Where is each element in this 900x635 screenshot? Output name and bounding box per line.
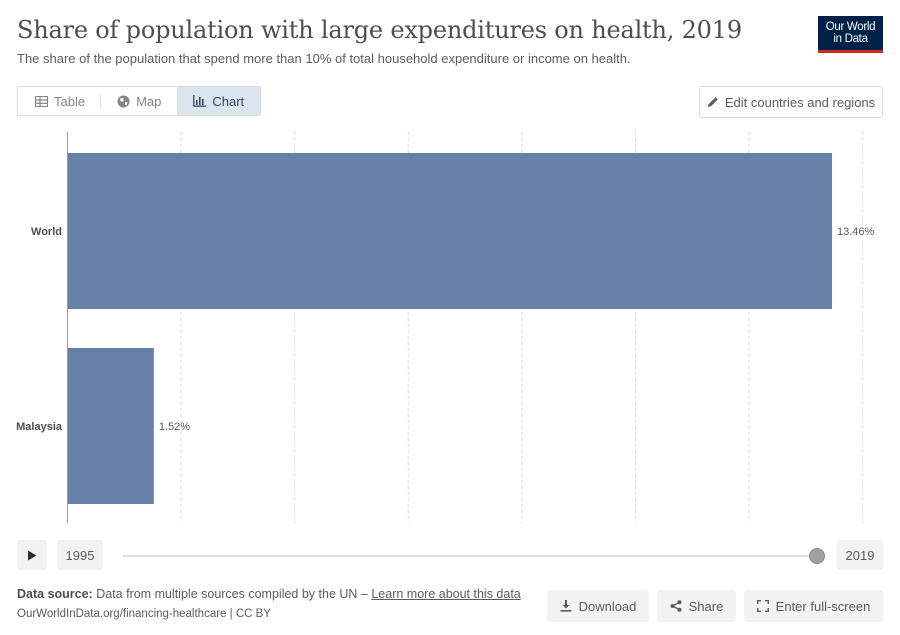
fullscreen-label: Enter full-screen xyxy=(775,598,871,614)
share-button[interactable]: Share xyxy=(657,590,736,622)
chart-subtitle: The share of the population that spend m… xyxy=(17,51,631,66)
tab-chart[interactable]: Chart xyxy=(177,87,261,115)
tab-map[interactable]: Map xyxy=(101,87,177,115)
download-icon xyxy=(560,600,572,612)
logo-line-1: Our World xyxy=(825,21,876,33)
download-label: Download xyxy=(578,598,637,614)
bar-malaysia[interactable] xyxy=(67,348,154,504)
source-url[interactable]: OurWorldInData.org/financing-healthcare … xyxy=(17,608,271,620)
share-icon xyxy=(670,600,682,612)
value-label: 13.46% xyxy=(837,226,875,238)
chart-icon xyxy=(193,95,207,107)
table-icon xyxy=(35,95,48,107)
logo-line-2: in Data xyxy=(833,33,868,45)
play-icon xyxy=(28,550,37,560)
share-label: Share xyxy=(688,598,724,614)
globe-icon xyxy=(117,95,130,107)
timeline-start-year[interactable]: 1995 xyxy=(57,540,103,570)
tab-table[interactable]: Table xyxy=(18,87,102,115)
category-label: World xyxy=(31,226,62,238)
pencil-icon xyxy=(707,97,718,107)
download-button[interactable]: Download xyxy=(547,590,649,622)
expand-icon xyxy=(756,600,769,612)
data-source: Data source: Data from multiple sources … xyxy=(17,587,521,601)
play-button[interactable] xyxy=(17,540,47,570)
chart-title: Share of population with large expenditu… xyxy=(17,16,742,44)
edit-countries-button[interactable]: Edit countries and regions xyxy=(699,86,883,118)
fullscreen-button[interactable]: Enter full-screen xyxy=(744,590,883,622)
bar-world[interactable] xyxy=(67,153,833,309)
timeline-end-year[interactable]: 2019 xyxy=(837,540,883,570)
tab-map-label: Map xyxy=(136,93,162,109)
view-tabs: Table Map Chart xyxy=(17,86,261,116)
learn-more-link[interactable]: Learn more about this data xyxy=(371,587,521,601)
tab-table-label: Table xyxy=(54,93,86,109)
source-label: Data source: xyxy=(17,587,93,601)
source-text: Data from multiple sources compiled by t… xyxy=(96,587,368,601)
bar-chart: World 13.46% Malaysia 1.52% xyxy=(16,132,875,523)
owid-logo[interactable]: Our World in Data xyxy=(818,16,883,53)
edit-countries-label: Edit countries and regions xyxy=(724,94,876,110)
category-label: Malaysia xyxy=(16,421,63,433)
value-label: 1.52% xyxy=(159,421,190,433)
timeline-handle[interactable] xyxy=(809,548,825,564)
timeline-track[interactable] xyxy=(123,555,817,557)
tab-chart-label: Chart xyxy=(212,93,245,109)
